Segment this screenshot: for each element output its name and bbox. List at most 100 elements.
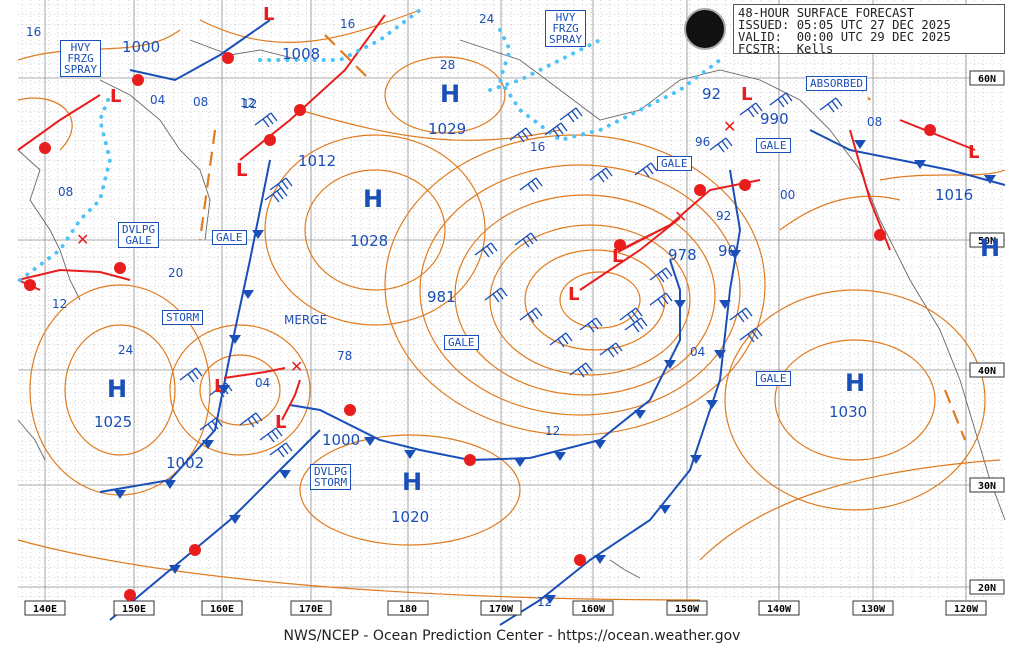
cold-front-triangle (404, 450, 416, 459)
longitude-label-box (24, 600, 66, 616)
freezing-spray-boundaries (18, 8, 722, 282)
longitude-label-box (852, 600, 894, 616)
footer-credit: NWS/NCEP - Ocean Prediction Center - htt… (283, 628, 741, 644)
wind-barb (649, 292, 673, 308)
wind-barb (179, 367, 203, 383)
wind-barb (709, 137, 733, 153)
isobars (17, 9, 1006, 601)
latitude-label-box (969, 70, 1005, 86)
svg-text:L: L (568, 284, 579, 305)
cold-front-triangle (114, 490, 126, 499)
cold-front-triangle (218, 385, 230, 394)
chart-header: 48-HOUR SURFACE FORECAST ISSUED: 05:05 U… (733, 4, 1005, 56)
latitude-label: 50N (978, 236, 996, 247)
longitude-label: 140E (33, 604, 57, 615)
warm-front-semicircle (189, 544, 201, 556)
latitude-label-box (969, 477, 1005, 493)
warm-front-semicircle (874, 229, 886, 241)
warm-front-semicircle (222, 52, 234, 64)
longitude-label-box (572, 600, 614, 616)
longitude-label-box (290, 600, 332, 616)
longitude-label-box (758, 600, 800, 616)
warm-front-semicircle (614, 239, 626, 251)
cold-front-triangle (364, 437, 376, 446)
wind-barb (739, 102, 763, 118)
cold-front-triangle (984, 175, 996, 184)
longitude-label-box (201, 600, 243, 616)
wind-barb (559, 107, 583, 123)
wind-barb (619, 307, 643, 323)
warm-front-semicircle (344, 404, 356, 416)
svg-text:L: L (612, 246, 623, 267)
wind-barb (199, 417, 223, 433)
longitude-label-box (387, 600, 429, 616)
wind-barb (769, 92, 793, 108)
wind-barb (509, 127, 533, 143)
warm-front-semicircle (739, 179, 751, 191)
wind-barb (544, 122, 568, 138)
warm-front-semicircle (114, 262, 126, 274)
cold-front-triangle (914, 160, 926, 169)
latitude-label-box (969, 362, 1005, 378)
cold-front-triangle (202, 440, 214, 449)
wind-barb (549, 332, 573, 348)
header-forecaster: FCSTR: Kells (738, 42, 834, 56)
longitude-label-box (945, 600, 987, 616)
cold-front-triangle (242, 290, 254, 299)
cold-front-triangle (854, 140, 866, 149)
wind-barb (254, 112, 278, 128)
svg-text:✕: ✕ (76, 230, 89, 249)
wind-barb (634, 162, 658, 178)
longitude-label: 130W (861, 604, 886, 615)
longitude-label: 160E (210, 604, 234, 615)
wind-barb (624, 317, 648, 333)
noaa-logo (684, 8, 726, 50)
wind-barb (239, 412, 263, 428)
wind-barb (569, 362, 593, 378)
longitude-label: 170E (299, 604, 323, 615)
longitude-label-box (480, 600, 522, 616)
longitude-label: 170W (489, 604, 514, 615)
warm-front-semicircle (264, 134, 276, 146)
wind-barb (599, 342, 623, 358)
latitude-label: 60N (978, 74, 996, 85)
cold-front-triangle (729, 250, 741, 259)
wind-barb (519, 307, 543, 323)
low-markers: L L L L L L L L L ✕ ✕ ✕ ✕ (76, 4, 979, 433)
latitude-label-box (969, 232, 1005, 248)
wind-barb (259, 427, 283, 443)
cold-front-triangle (554, 452, 566, 461)
wind-barb (819, 97, 843, 113)
longitude-label-box (113, 600, 155, 616)
cold-front-triangle (664, 360, 676, 369)
svg-text:✕: ✕ (674, 207, 687, 226)
svg-text:✕: ✕ (290, 357, 303, 376)
wind-barb (484, 287, 508, 303)
header-issued: ISSUED: 05:05 UTC 27 DEC 2025 (738, 18, 951, 32)
cold-front-triangle (690, 455, 702, 464)
wind-barb (739, 327, 763, 343)
wind-barb (519, 177, 543, 193)
svg-text:L: L (236, 160, 247, 181)
cold-front-triangle (594, 555, 606, 564)
wind-barb (649, 267, 673, 283)
low-tracks (223, 217, 681, 421)
latitude-label-box (969, 579, 1005, 595)
latitude-label: 40N (978, 366, 996, 377)
svg-text:✕: ✕ (723, 117, 736, 136)
cold-fronts (99, 19, 1006, 626)
coastlines (17, 39, 1006, 579)
warm-front-semicircle (464, 454, 476, 466)
wind-barb (579, 317, 603, 333)
svg-text:L: L (263, 4, 274, 25)
warm-front-semicircle (39, 142, 51, 154)
longitude-label: 180 (399, 604, 417, 615)
warm-front-semicircle (24, 279, 36, 291)
warm-front-semicircle (924, 124, 936, 136)
longitude-label: 120W (954, 604, 979, 615)
wind-barb (514, 232, 538, 248)
cold-front-triangle (252, 230, 264, 239)
wind-barb (474, 242, 498, 258)
cold-front-triangle (659, 505, 671, 514)
latitude-label: 30N (978, 481, 996, 492)
